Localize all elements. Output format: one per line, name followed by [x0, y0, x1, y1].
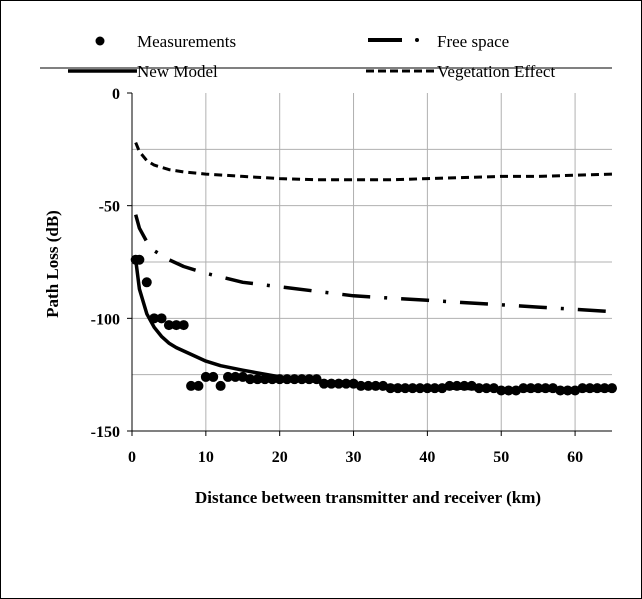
data-point-measurements	[141, 277, 152, 288]
legend: Measurements Free space New Model Vegeta…	[40, 32, 612, 81]
data-point-measurements	[163, 320, 174, 331]
series-line-free-space	[134, 214, 613, 314]
data-point-measurements	[208, 371, 219, 382]
data-point-measurements	[178, 320, 189, 331]
x-tick-label: 50	[493, 449, 509, 466]
data-point-measurements	[259, 374, 270, 385]
legend-marker-measurements	[95, 36, 105, 46]
data-point-measurements	[186, 380, 197, 391]
x-tick-label: 10	[198, 449, 214, 466]
data-point-measurements	[171, 320, 182, 331]
data-point-measurements	[223, 371, 233, 382]
y-tick-label: -50	[99, 199, 120, 216]
data-point-measurements	[193, 380, 204, 391]
legend-label-new-model: New Model	[137, 62, 218, 81]
data-point-measurements	[200, 371, 211, 382]
x-tick-label: 60	[567, 449, 583, 466]
series	[130, 142, 617, 396]
x-tick-label: 30	[346, 449, 362, 466]
x-tick-label: 40	[419, 449, 435, 466]
x-axis-title: Distance between transmitter and receive…	[195, 488, 541, 507]
x-tick-label: 0	[128, 449, 136, 466]
legend-dot-free-space	[415, 38, 419, 42]
data-point-measurements	[156, 313, 167, 324]
legend-label-free-space: Free space	[437, 32, 509, 51]
y-tick-label: 0	[112, 86, 120, 103]
x-tick-label: 20	[272, 449, 288, 466]
legend-label-measurements: Measurements	[137, 32, 236, 51]
tick-labels: 0 10 20 30 40 50 60 0 -50 -100 -150	[91, 86, 583, 466]
data-point-measurements	[245, 374, 256, 385]
legend-label-vegetation-effect: Vegetation Effect	[437, 62, 555, 81]
y-tick-label: -100	[91, 311, 120, 328]
y-axis-title: Path Loss (dB)	[43, 210, 62, 318]
series-line-new-model	[133, 259, 612, 393]
series-line-vegetation-effect	[134, 142, 613, 182]
data-point-measurements	[215, 380, 226, 391]
data-point-measurements	[252, 374, 263, 385]
data-point-measurements	[230, 371, 241, 382]
y-tick-label: -150	[91, 424, 120, 441]
